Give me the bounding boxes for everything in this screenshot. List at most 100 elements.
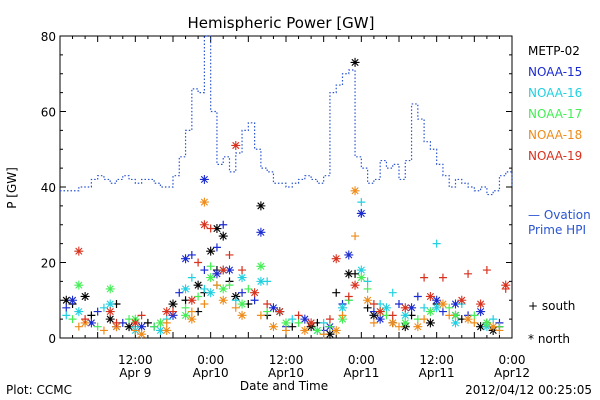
north-marker (476, 299, 486, 309)
north-marker (105, 307, 115, 317)
south-marker (420, 303, 429, 312)
south-marker (445, 311, 454, 320)
north-marker (451, 310, 460, 320)
north-marker (432, 303, 442, 313)
x-tick-label-date: Apr 9 (119, 366, 151, 380)
north-marker (356, 208, 366, 218)
south-marker (438, 273, 447, 282)
south-marker (256, 311, 265, 320)
north-marker (375, 314, 385, 324)
north-marker (501, 280, 511, 290)
north-marker (162, 325, 172, 335)
south-marker (363, 284, 372, 293)
north-marker (212, 224, 222, 234)
south-marker (445, 303, 454, 312)
north-marker (256, 201, 266, 211)
south-marker (62, 303, 71, 312)
south-marker (238, 266, 247, 275)
south-marker (438, 307, 447, 316)
north-marker (400, 303, 410, 313)
north-marker (476, 322, 486, 332)
north-marker (68, 295, 78, 305)
north-marker (168, 299, 178, 309)
north-marker (124, 322, 134, 332)
south-marker (319, 330, 328, 339)
x-tick-label-date: Apr12 (494, 366, 530, 380)
south-marker (200, 266, 209, 275)
ovation-hpi-line (60, 35, 513, 196)
y-tick-label: 20 (41, 257, 56, 271)
x-tick-label-time: 0:00 (197, 353, 224, 367)
south-marker (194, 292, 203, 301)
y-tick-label: 40 (41, 181, 56, 195)
south-marker (231, 303, 240, 312)
north-marker (312, 325, 322, 335)
north-marker (457, 295, 467, 305)
north-marker (130, 318, 140, 328)
north-marker (86, 318, 96, 328)
north-marker (344, 250, 354, 260)
x-axis-label: Date and Time (240, 379, 328, 393)
south-marker (420, 273, 429, 282)
north-marker (237, 273, 247, 283)
legend-series-label: NOAA-19 (528, 149, 582, 163)
north-marker (400, 310, 410, 320)
south-marker (93, 322, 102, 331)
south-marker (162, 318, 171, 327)
north-marker (105, 314, 115, 324)
north-marker (80, 291, 90, 301)
south-marker (238, 288, 247, 297)
north-marker (206, 288, 216, 298)
legend-series-label: NOAA-18 (528, 128, 582, 142)
south-marker (131, 326, 140, 335)
south-marker (200, 284, 209, 293)
north-marker (488, 322, 498, 332)
north-marker (105, 299, 115, 309)
north-marker (206, 273, 216, 283)
south-marker (263, 300, 272, 309)
south-marker (319, 318, 328, 327)
north-marker (363, 295, 373, 305)
north-marker (451, 318, 460, 328)
north-marker (199, 220, 209, 230)
north-marker (268, 322, 278, 332)
south-marker (212, 243, 221, 252)
south-marker (282, 326, 290, 335)
north-marker (407, 303, 417, 313)
north-marker (463, 314, 473, 324)
north-marker (187, 295, 197, 305)
north-marker (388, 318, 398, 328)
south-marker (263, 307, 272, 316)
south-marker (206, 224, 215, 233)
ovation-label-line2: Prime HPI (528, 223, 586, 237)
north-marker (74, 307, 84, 317)
north-marker (206, 246, 216, 256)
north-marker (137, 329, 147, 339)
south-marker (150, 322, 159, 331)
x-tick-label-time: 0:00 (348, 353, 375, 367)
north-marker (162, 307, 172, 317)
series-noaa-19 (74, 140, 511, 328)
north-marker (181, 254, 191, 264)
series-noaa-15 (62, 174, 504, 335)
north-marker (225, 265, 234, 275)
north-marker (199, 174, 209, 184)
north-marker (400, 318, 410, 328)
north-marker (237, 310, 247, 320)
north-marker (105, 284, 115, 294)
south-marker (482, 266, 491, 275)
x-tick-label-date: Apr10 (268, 366, 304, 380)
north-marker (137, 322, 147, 332)
ovation-label-line1: — Ovation (528, 208, 591, 222)
north-marker (425, 307, 435, 317)
north-marker (432, 295, 442, 305)
south-marker (81, 315, 90, 324)
south-marker (351, 232, 360, 241)
north-marker (199, 197, 209, 207)
x-tick-label-date: Apr11 (419, 366, 455, 380)
south-marker (200, 300, 209, 309)
north-marker (331, 254, 341, 264)
north-marker (451, 299, 460, 309)
north-marker (187, 314, 197, 324)
north-marker (218, 284, 228, 294)
